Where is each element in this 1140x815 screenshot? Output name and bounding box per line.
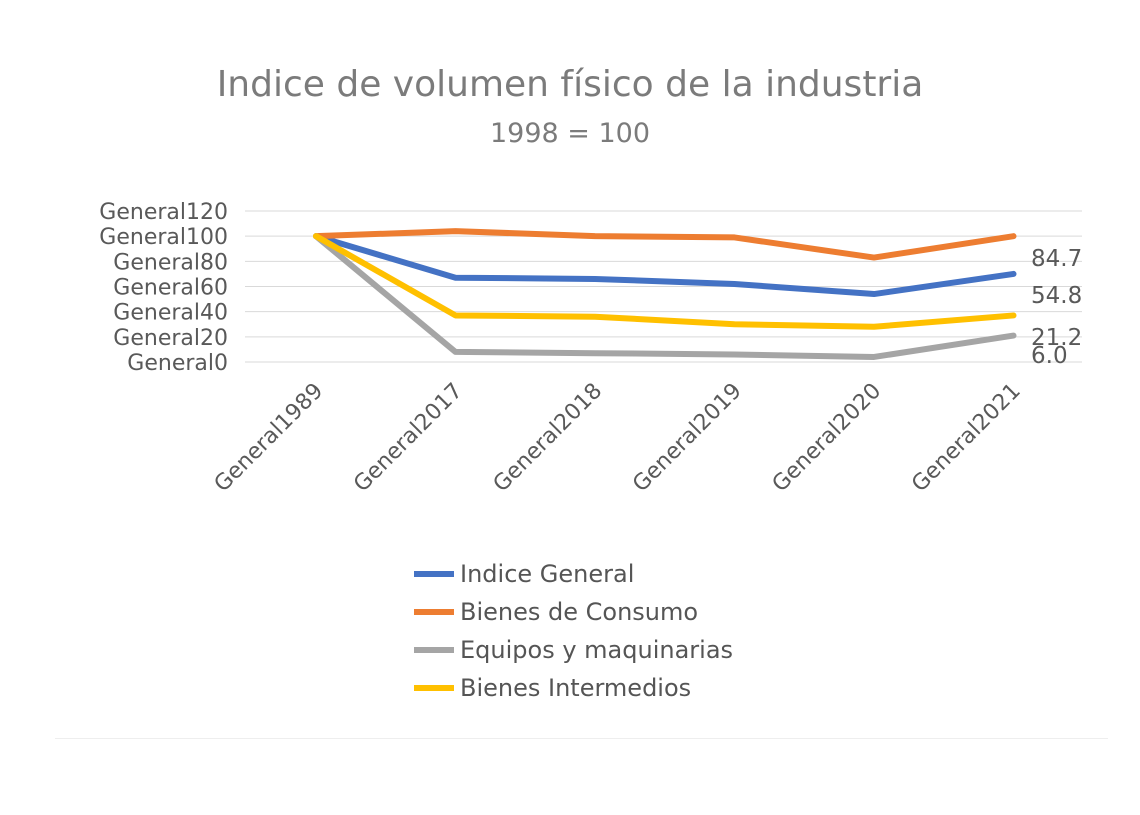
data-label: 84.7: [1031, 246, 1082, 272]
x-tick-label: General2017: [349, 379, 468, 498]
legend-item: Bienes Intermedios: [414, 669, 733, 707]
series-line-1: [313, 233, 1017, 298]
data-label: 6.0: [1031, 343, 1068, 369]
legend-label: Bienes Intermedios: [460, 674, 692, 702]
y-tick-label: General40: [113, 301, 228, 326]
legend-swatch: [414, 609, 454, 615]
legend-label: Bienes de Consumo: [460, 598, 699, 626]
legend-item: Bienes de Consumo: [414, 593, 733, 631]
legend-swatch: [414, 571, 454, 577]
x-tick-label: General2019: [628, 379, 747, 498]
chart-legend: Indice General Bienes de Consumo Equipos y…: [414, 555, 733, 707]
divider: [55, 738, 1108, 739]
y-tick-label: General0: [127, 351, 228, 376]
series-line-3: [313, 233, 1017, 360]
x-tick-label: General1989: [210, 379, 329, 498]
y-tick-label: General20: [113, 326, 228, 351]
legend-swatch: [414, 647, 454, 653]
y-tick-label: General80: [113, 250, 228, 275]
data-label: 54.8: [1031, 283, 1082, 309]
chart-title: Indice de volumen físico de la industria: [216, 64, 924, 105]
x-tick-label: General2020: [768, 379, 887, 498]
x-tick-label: General2018: [489, 379, 608, 498]
y-tick-label: General100: [99, 225, 228, 250]
legend-item: Equipos y maquinarias: [414, 631, 733, 669]
y-tick-label: General60: [113, 276, 228, 301]
y-tick-label: General120: [99, 200, 228, 225]
series-line-2: [313, 228, 1017, 261]
legend-swatch: [414, 685, 454, 691]
data-label: 21.2: [1031, 325, 1082, 351]
legend-item: Indice General: [414, 555, 733, 593]
legend-label: Indice General: [460, 560, 635, 588]
legend-label: Equipos y maquinarias: [460, 636, 734, 664]
chart-subtitle: 1998 = 100: [489, 118, 651, 149]
x-tick-label: General2021: [907, 379, 1026, 498]
series-line-4: [313, 233, 1017, 330]
